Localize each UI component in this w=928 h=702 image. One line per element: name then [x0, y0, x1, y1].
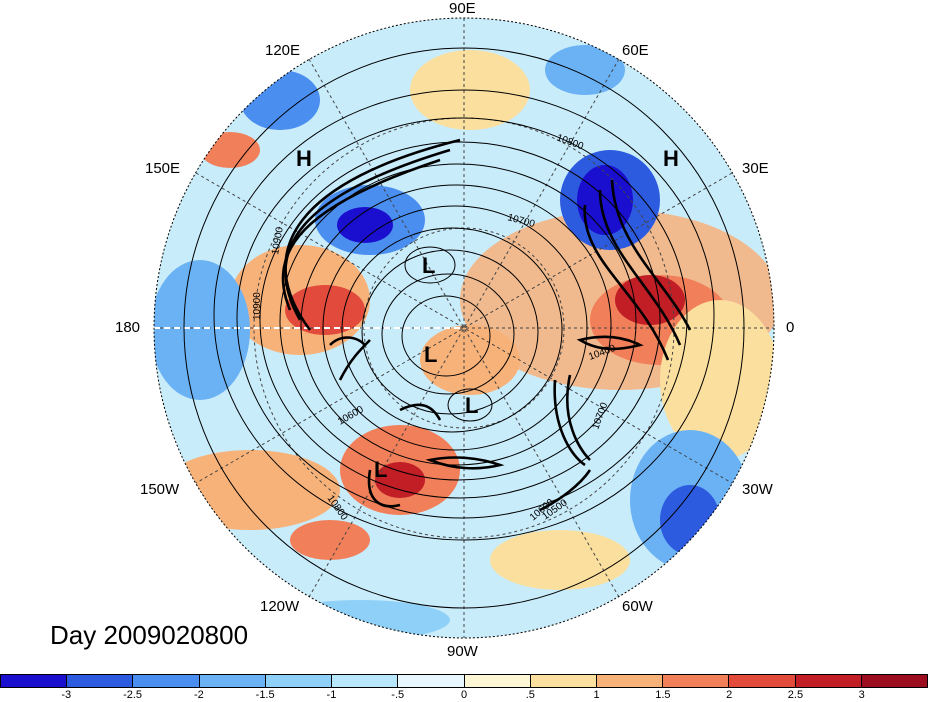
colorbar-swatch	[198, 674, 266, 688]
pressure-system-labels: H H L L L L	[296, 146, 679, 482]
lon-label-0: 0	[786, 319, 795, 336]
lon-label-30e: 30E	[742, 160, 769, 177]
lon-label-120e: 120E	[265, 42, 301, 59]
colorbar-tick-label: -.5	[391, 689, 405, 701]
high-label-west: H	[296, 146, 312, 171]
colorbar-tick-label: 3	[858, 689, 865, 701]
colorbar-tick-label: -2.5	[123, 689, 143, 701]
polar-stereographic-map: H H L L L L 10800 10700 10900 10900 1060…	[153, 17, 775, 639]
contour-label: 10900	[252, 292, 263, 320]
colorbar-tick-label: -1.5	[255, 689, 275, 701]
low-label-2: L	[424, 342, 437, 367]
colorbar-swatch	[397, 674, 465, 688]
colorbar-tick-label: 2.5	[787, 689, 804, 701]
colorbar-swatch	[0, 674, 68, 688]
lon-label-150w: 150W	[140, 481, 180, 498]
lon-label-90e: 90E	[449, 0, 476, 17]
contour-label: 10900	[270, 226, 286, 256]
colorbar-swatch	[132, 674, 200, 688]
colorbar-swatch	[463, 674, 531, 688]
day-title: Day 2009020800	[50, 620, 249, 650]
colorbar-swatch	[595, 674, 664, 688]
colorbar-tick-label: -2	[193, 689, 204, 701]
colorbar-tick-label: .5	[525, 689, 535, 701]
lon-label-150e: 150E	[145, 160, 181, 177]
lon-label-60w: 60W	[622, 598, 653, 615]
colorbar-swatches	[0, 674, 928, 688]
colorbar-tick-label: 2	[726, 689, 733, 701]
colorbar-tick-label: -3	[61, 689, 72, 701]
high-label-east: H	[663, 146, 679, 171]
colorbar: -3 -2.5 -2 -1.5 -1 -.5 0 .5 1 1.5 2 2.5 3	[0, 674, 928, 702]
colorbar-tick-label: 1	[593, 689, 600, 701]
lon-label-30w: 30W	[742, 481, 773, 498]
colorbar-swatch	[860, 674, 928, 688]
colorbar-swatch	[529, 674, 597, 688]
colorbar-swatch	[66, 674, 134, 688]
lon-label-60e: 60E	[622, 42, 649, 59]
low-label-4: L	[374, 457, 387, 482]
low-label-1: L	[422, 253, 435, 278]
height-contours	[183, 47, 745, 609]
colorbar-tick-label: 1.5	[655, 689, 671, 701]
colorbar-swatch	[662, 674, 730, 688]
lon-label-120w: 120W	[260, 598, 300, 615]
colorbar-swatch	[728, 674, 796, 688]
jet-streaks	[281, 138, 692, 512]
colorbar-tick-label: 0	[460, 689, 468, 701]
colorbar-tick-label: -1	[326, 689, 337, 701]
lon-label-90w: 90W	[447, 643, 478, 660]
colorbar-swatch	[264, 674, 333, 688]
hemisphere-boundary	[153, 17, 775, 639]
colorbar-swatch	[794, 674, 862, 688]
colorbar-swatch	[331, 674, 399, 688]
low-label-3: L	[465, 393, 478, 418]
lon-label-180: 180	[115, 319, 141, 336]
